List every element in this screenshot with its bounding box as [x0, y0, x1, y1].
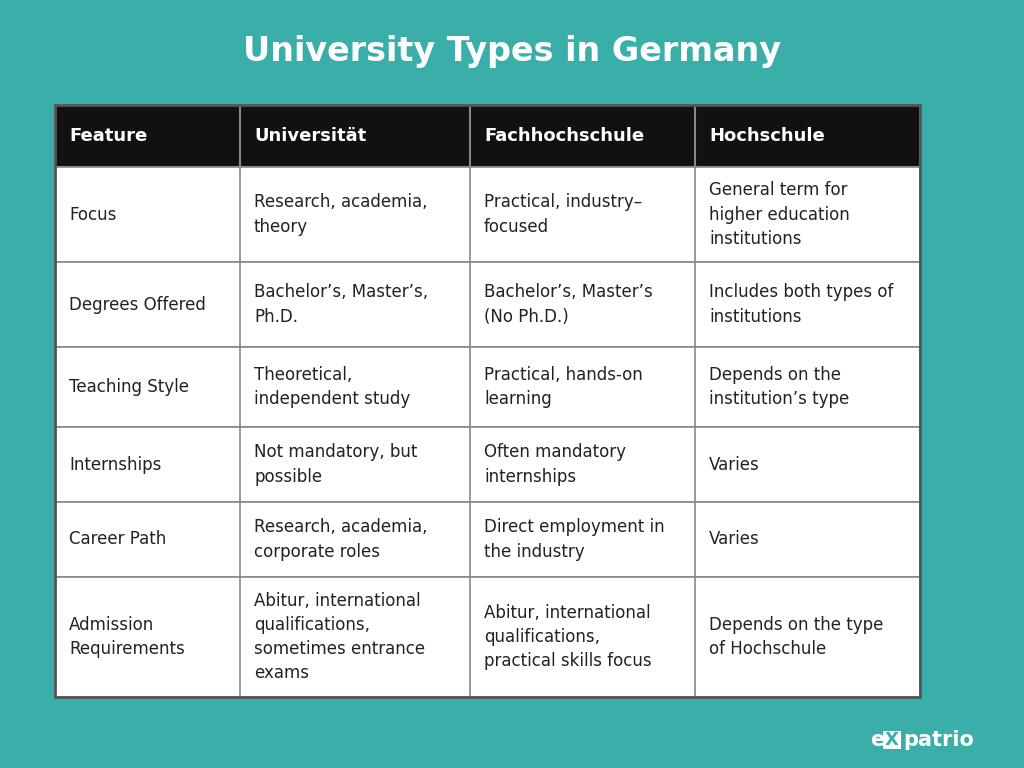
Text: patrio: patrio — [903, 730, 974, 750]
Text: Direct employment in
the industry: Direct employment in the industry — [484, 518, 665, 561]
Text: Varies: Varies — [709, 531, 760, 548]
Text: e: e — [870, 730, 885, 750]
Text: Practical, hands-on
learning: Practical, hands-on learning — [484, 366, 643, 408]
Text: Theoretical,
independent study: Theoretical, independent study — [254, 366, 411, 408]
Text: Research, academia,
corporate roles: Research, academia, corporate roles — [254, 518, 427, 561]
Bar — [55, 105, 920, 697]
Text: Degrees Offered: Degrees Offered — [69, 296, 206, 313]
Bar — [55, 167, 920, 262]
Text: Bachelor’s, Master’s
(No Ph.D.): Bachelor’s, Master’s (No Ph.D.) — [484, 283, 652, 326]
Text: Often mandatory
internships: Often mandatory internships — [484, 443, 626, 485]
Text: University Types in Germany: University Types in Germany — [243, 35, 781, 68]
Text: Feature: Feature — [69, 127, 147, 145]
Text: Career Path: Career Path — [69, 531, 166, 548]
Text: Research, academia,
theory: Research, academia, theory — [254, 194, 427, 236]
Text: General term for
higher education
institutions: General term for higher education instit… — [709, 181, 850, 248]
Text: Hochschule: Hochschule — [709, 127, 824, 145]
Text: Varies: Varies — [709, 455, 760, 474]
Text: X: X — [885, 731, 899, 749]
Text: Teaching Style: Teaching Style — [69, 378, 189, 396]
Bar — [55, 347, 920, 427]
Bar — [55, 105, 920, 167]
Bar — [55, 502, 920, 577]
Text: Focus: Focus — [69, 206, 117, 223]
Bar — [55, 577, 920, 697]
Bar — [55, 427, 920, 502]
Text: Internships: Internships — [69, 455, 162, 474]
Text: Depends on the
institution’s type: Depends on the institution’s type — [709, 366, 849, 408]
Bar — [55, 262, 920, 347]
Text: Includes both types of
institutions: Includes both types of institutions — [709, 283, 893, 326]
Text: Bachelor’s, Master’s,
Ph.D.: Bachelor’s, Master’s, Ph.D. — [254, 283, 428, 326]
Text: Fachhochschule: Fachhochschule — [484, 127, 644, 145]
Text: Practical, industry–
focused: Practical, industry– focused — [484, 194, 642, 236]
Text: Not mandatory, but
possible: Not mandatory, but possible — [254, 443, 418, 485]
Text: Universität: Universität — [254, 127, 367, 145]
Bar — [883, 731, 901, 749]
Text: Depends on the type
of Hochschule: Depends on the type of Hochschule — [709, 616, 884, 658]
Text: Admission
Requirements: Admission Requirements — [69, 616, 184, 658]
Text: Abitur, international
qualifications,
sometimes entrance
exams: Abitur, international qualifications, so… — [254, 591, 425, 683]
Text: Abitur, international
qualifications,
practical skills focus: Abitur, international qualifications, pr… — [484, 604, 651, 670]
